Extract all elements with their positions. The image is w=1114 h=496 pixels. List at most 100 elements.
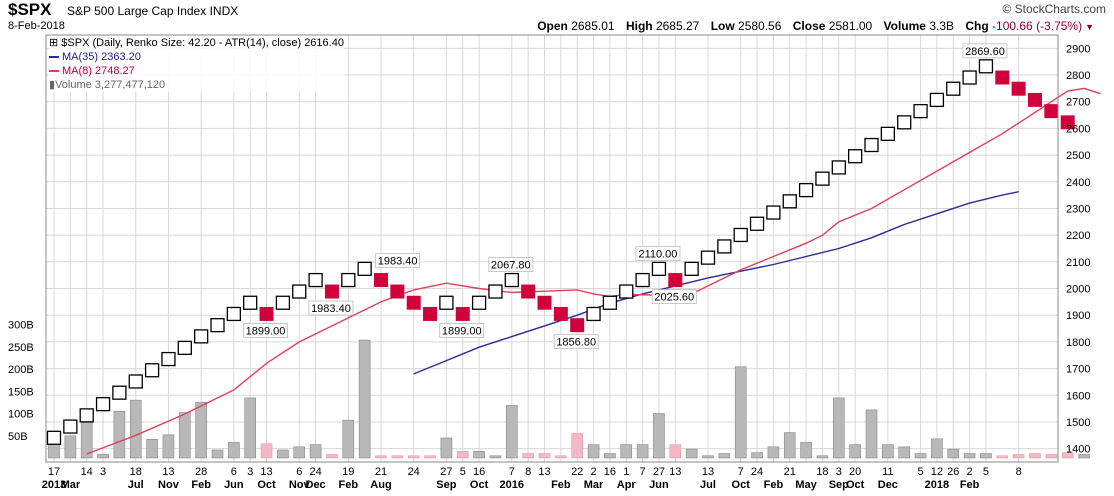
renko-up-box [831, 160, 846, 175]
volume-bar [97, 454, 109, 459]
volume-bar [162, 434, 175, 459]
price-label-text: 1983.40 [378, 255, 418, 267]
x-tick-month: Jun [649, 479, 669, 491]
renko-down-box [995, 70, 1010, 85]
x-tick-day: 1 [623, 466, 629, 478]
x-tick-day: 6 [296, 466, 302, 478]
volume-bar [882, 444, 894, 459]
renko-up-box [798, 182, 814, 198]
renko-up-box [749, 216, 765, 231]
x-tick-month: Aug [370, 479, 391, 491]
axis-layer: 1400150016001700180019002000210022002300… [8, 43, 1090, 491]
price-label-box [635, 245, 681, 261]
price-tick-label: 1400 [1066, 444, 1090, 456]
legend-volume: ▮Volume 3,277,477,120 [49, 78, 344, 92]
symbol-title: $SPX [8, 0, 52, 19]
volume-bar [505, 405, 518, 459]
price-label-box [243, 323, 288, 338]
volume-layer [48, 339, 1090, 459]
x-tick-day: 3 [247, 466, 253, 478]
volume-bars-icon: ▮ [49, 79, 56, 91]
renko-up-box [815, 171, 830, 186]
volume-bar [244, 397, 256, 459]
x-tick-month: Feb [764, 479, 784, 491]
renko-down-box [374, 273, 388, 288]
x-tick-day: 18 [816, 466, 828, 478]
x-tick-day: 7 [640, 466, 646, 478]
price-tick-label: 2300 [1066, 203, 1090, 215]
renko-down-box [406, 295, 421, 310]
volume-bar [751, 452, 763, 459]
x-tick-day: 14 [81, 466, 93, 478]
renko-down-box [1011, 81, 1026, 96]
volume-bar [456, 451, 469, 459]
renko-up-box [929, 92, 945, 108]
volume-bar [64, 435, 77, 459]
price-label-box [651, 289, 697, 304]
price-tick-label: 2100 [1066, 257, 1090, 269]
legend-main: ⊞ $SPX (Daily, Renko Size: 42.20 - ATR(1… [49, 36, 344, 50]
renko-up-box [308, 272, 323, 288]
x-tick-day: 13 [260, 466, 272, 478]
ma35-line [413, 191, 1019, 375]
volume-bar [538, 453, 551, 459]
renko-up-box [864, 137, 879, 153]
index-name: S&P 500 Large Cap Index [67, 4, 207, 18]
volume-bar [636, 444, 649, 459]
price-tick-label: 2600 [1066, 123, 1090, 135]
chart-legend: ⊞ $SPX (Daily, Renko Size: 42.20 - ATR(1… [49, 36, 344, 92]
renko-up-box [635, 272, 650, 288]
x-tick-month: 2016 [500, 479, 524, 491]
legend-ma35: MA(35) 2363.20 [49, 50, 344, 64]
x-tick-month: Nov [289, 479, 311, 491]
price-label-text: 1899.00 [246, 325, 286, 337]
x-tick-month: 2018 [925, 479, 949, 491]
x-tick-month: Nov [158, 479, 180, 491]
price-tick-label: 2800 [1066, 70, 1090, 82]
volume-bar [783, 432, 796, 459]
price-label-box [308, 300, 354, 316]
renko-icon: ⊞ [49, 37, 59, 49]
x-tick-day: 5 [460, 466, 466, 478]
renko-up-box [144, 363, 160, 378]
price-tick-label: 2000 [1066, 284, 1090, 296]
x-tick-month: Oct [732, 479, 751, 491]
exchange-label: INDX [209, 4, 239, 18]
price-label-text: 2067.80 [491, 260, 531, 272]
price-tick-label: 2700 [1066, 97, 1090, 109]
volume-bar [963, 453, 976, 459]
renko-box-layer [46, 59, 1075, 445]
x-tick-day: 6 [231, 466, 237, 478]
volume-bar [129, 399, 142, 459]
renko-down-box [1060, 115, 1075, 130]
brand-logo[interactable]: © StockCharts.com [1002, 2, 1106, 16]
renko-up-box [112, 385, 127, 400]
renko-up-box [46, 430, 62, 445]
x-tick-day: 20 [849, 466, 861, 478]
volume-bar [734, 366, 747, 459]
x-tick-day: 2 [590, 466, 596, 478]
volume-bar [800, 442, 812, 459]
renko-up-box [897, 115, 912, 130]
renko-up-box [913, 104, 928, 119]
x-tick-day: 3 [100, 466, 106, 478]
x-tick-day: 24 [751, 466, 763, 478]
volume-bar [375, 455, 387, 459]
x-tick-day: 16 [473, 466, 485, 478]
close-value: 2581.00 [828, 19, 873, 33]
x-tick-month: May [795, 479, 817, 491]
legend-main-label: $SPX (Daily, Renko Size: 42.20 - ATR(14)… [61, 37, 344, 49]
legend-ma8: MA(8) 2748.27 [49, 64, 344, 78]
x-tick-day: 21 [375, 466, 387, 478]
renko-up-box [946, 81, 961, 96]
price-tick-label: 2200 [1066, 230, 1090, 242]
volume-bar [113, 410, 126, 459]
x-tick-day: 13 [669, 466, 681, 478]
renko-down-box [455, 306, 470, 321]
renko-up-box [782, 194, 797, 209]
volume-bar [832, 397, 845, 459]
volume-bar [146, 439, 158, 459]
volume-tick-label: 150B [8, 386, 34, 398]
x-tick-day: 21 [784, 466, 796, 478]
